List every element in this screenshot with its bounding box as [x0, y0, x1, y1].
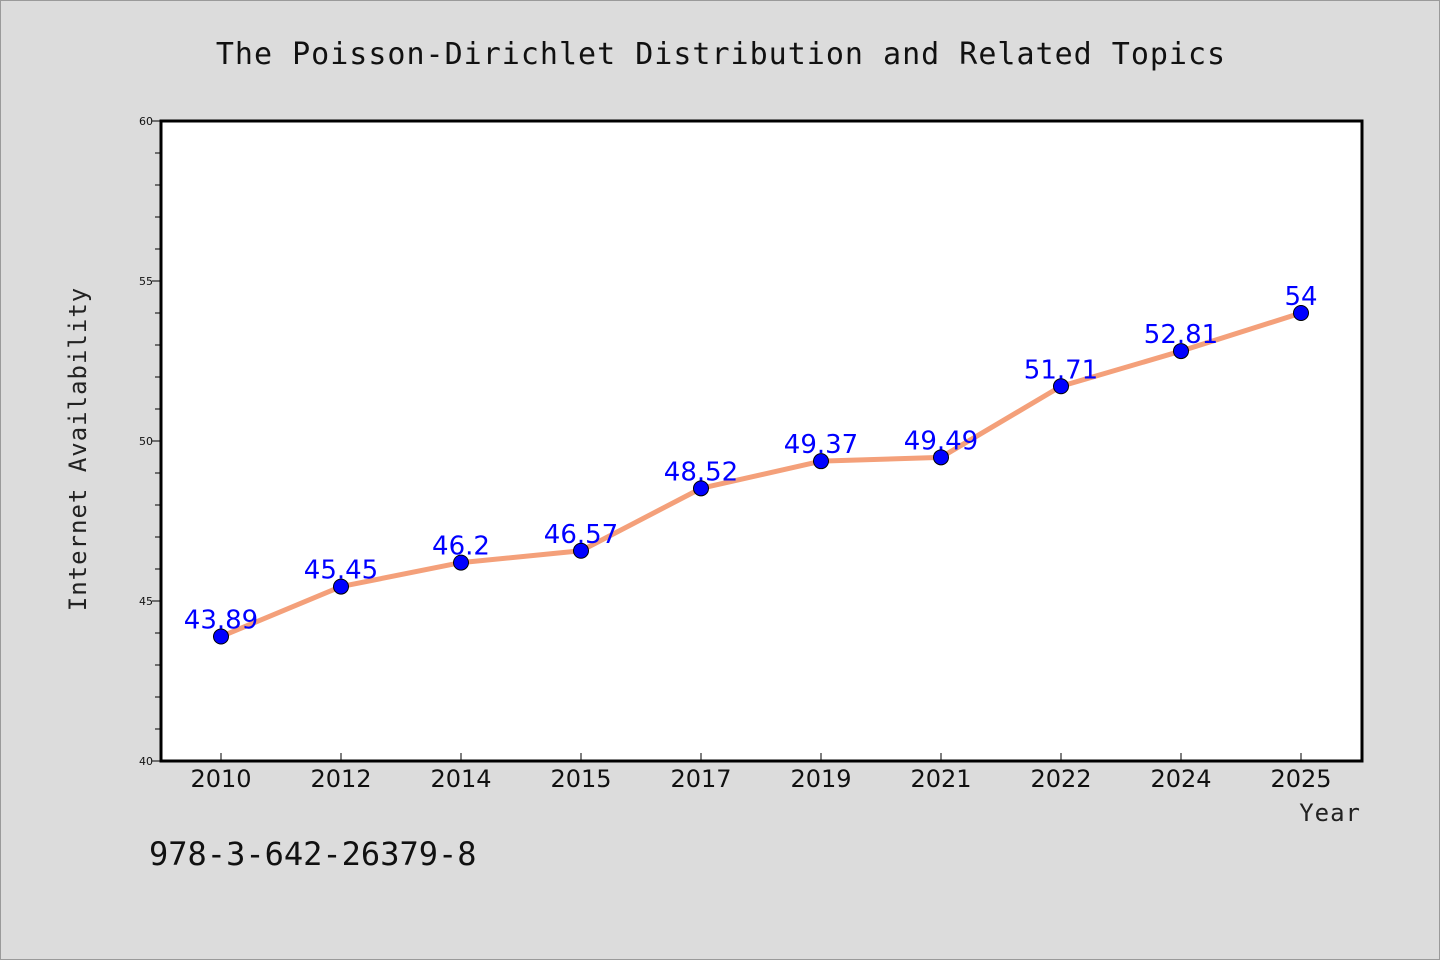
y-tick-label: 45: [139, 595, 153, 608]
y-tick-label: 40: [139, 755, 153, 768]
x-tick-label: 2014: [430, 765, 491, 793]
chart-title: The Poisson-Dirichlet Distribution and R…: [216, 37, 1226, 72]
data-label: 52.81: [1144, 320, 1218, 350]
data-point: [213, 628, 229, 645]
series-line: [218, 310, 1304, 640]
data-point: [453, 554, 469, 571]
x-tick-label: 2022: [1030, 765, 1091, 793]
data-point: [333, 578, 349, 595]
y-tick-label: 60: [139, 115, 153, 128]
data-label: 49.49: [904, 426, 978, 456]
x-tick-label: 2024: [1150, 765, 1211, 793]
data-label: 54: [1284, 282, 1317, 312]
data-label: 46.57: [544, 520, 618, 550]
data-point: [1173, 343, 1189, 360]
data-point: [1053, 378, 1069, 395]
x-tick-label: 2025: [1270, 765, 1331, 793]
x-axis-label: Year: [1299, 799, 1361, 827]
isbn-text: 978-3-642-26379-8: [149, 835, 477, 873]
x-axis-ticks: 2010 2012 2014 2015 2017 2019 2021 2022 2024 2025: [190, 753, 1332, 793]
data-label: 51.71: [1024, 355, 1098, 385]
data-point: [693, 480, 709, 497]
data-point: [1293, 305, 1309, 321]
data-label: 49.37: [784, 430, 858, 460]
x-tick-label: 2021: [910, 765, 971, 793]
x-tick-label: 2019: [790, 765, 851, 793]
y-axis-ticks: 40 45 50 55 60: [139, 115, 161, 768]
data-label: 46.2: [432, 532, 490, 562]
series-line-group: 43.89 45.45 46.2 46.57 48.52 49.37 49.49 51.71 5…: [184, 282, 1318, 645]
data-label: 45.45: [304, 556, 378, 586]
x-tick-label: 2015: [550, 765, 611, 793]
x-tick-label: 2012: [310, 765, 371, 793]
y-axis-label: Internet Availability: [64, 287, 92, 611]
data-point: [933, 449, 949, 466]
x-tick-label: 2017: [670, 765, 731, 793]
y-tick-label: 55: [139, 275, 153, 288]
data-point: [573, 542, 589, 559]
data-label: 48.52: [664, 457, 738, 487]
x-tick-label: 2010: [190, 765, 251, 793]
plot-area: [159, 119, 1364, 763]
data-label: 43.89: [184, 606, 258, 636]
y-tick-label: 50: [139, 435, 153, 448]
data-point: [813, 453, 829, 470]
